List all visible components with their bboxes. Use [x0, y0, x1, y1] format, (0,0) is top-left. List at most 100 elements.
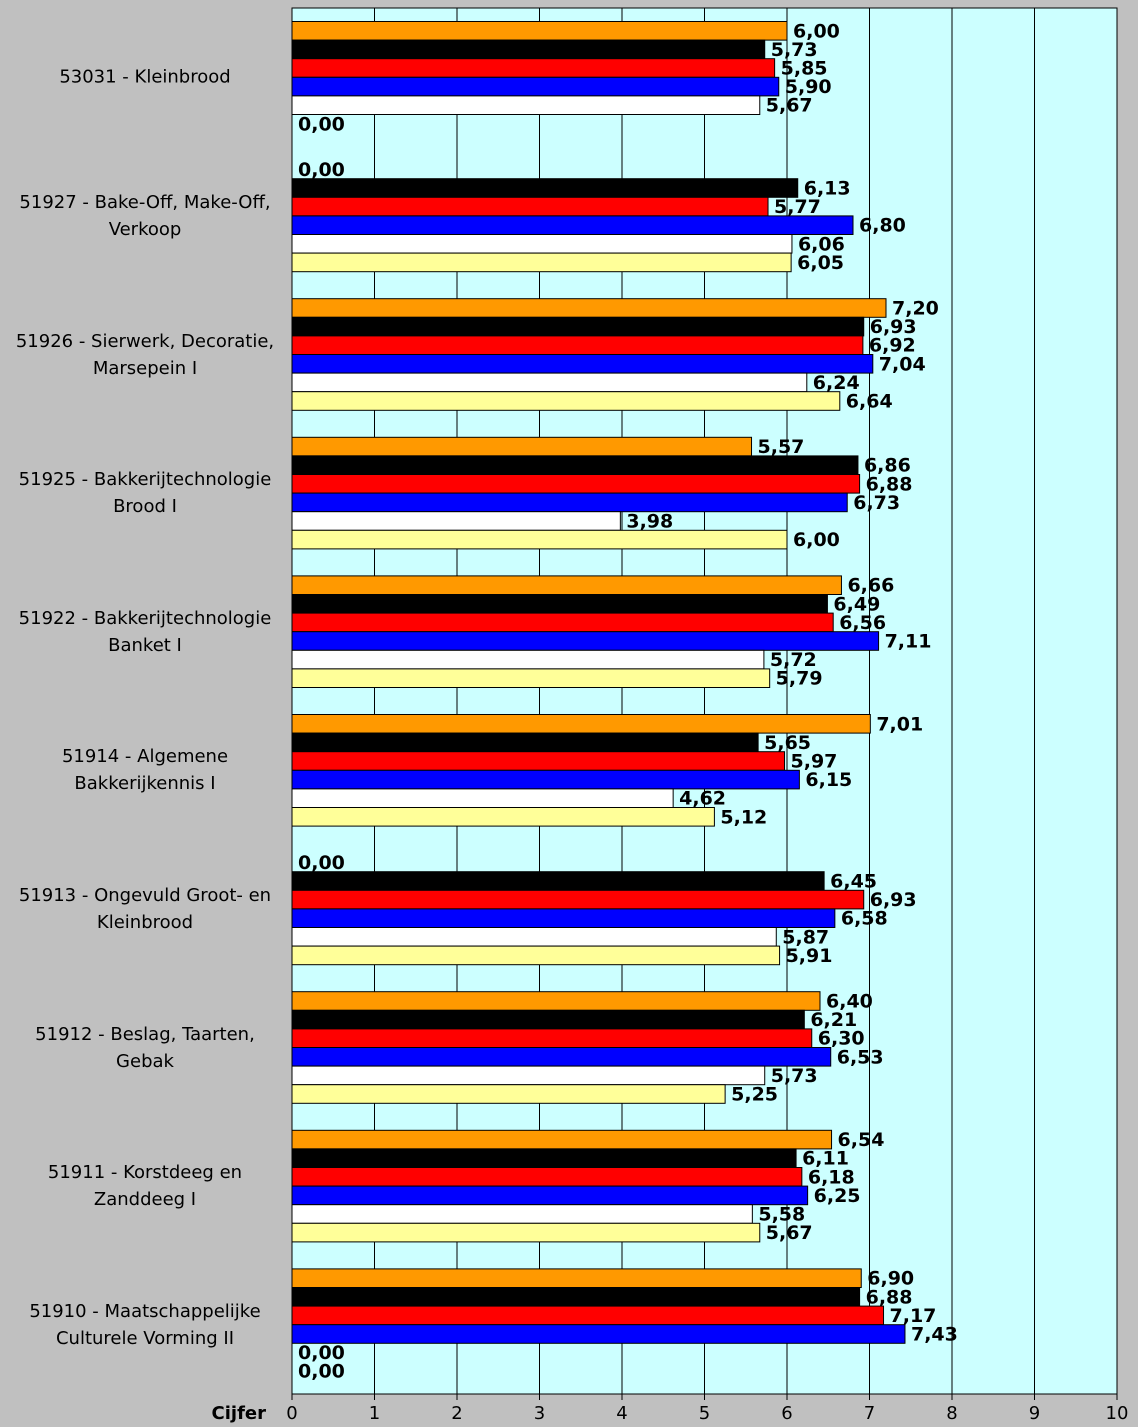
- bar: [291, 631, 880, 651]
- value-label: 6,45: [830, 871, 877, 893]
- category-label: 51925 - Bakkerijtechnologie Brood I: [18, 469, 272, 518]
- value-label: 6,64: [846, 391, 893, 413]
- bar: [291, 612, 834, 633]
- value-label: 5,87: [782, 926, 829, 948]
- value-label: 6,40: [826, 991, 873, 1013]
- value-label: 6,88: [866, 1286, 913, 1308]
- value-label: 5,67: [766, 1222, 813, 1244]
- bar: [291, 529, 788, 550]
- value-label: 0,00: [298, 1361, 345, 1383]
- value-label: 3,98: [626, 511, 673, 533]
- value-label: 6,18: [808, 1166, 855, 1188]
- value-label: 5,57: [758, 436, 805, 458]
- bar: [291, 215, 854, 235]
- value-label: 5,67: [766, 95, 813, 117]
- bar: [291, 1185, 809, 1206]
- value-label: 6,05: [797, 252, 844, 274]
- category-label: 51914 - Algemene Bakkerijkennis I: [61, 746, 229, 795]
- x-tick-label: 9: [1029, 1403, 1040, 1424]
- bar: [291, 298, 887, 318]
- bar: [291, 39, 766, 60]
- value-label: 6,30: [818, 1028, 865, 1050]
- bar: [291, 1129, 833, 1150]
- category-label: 51922 - Bakkerijtechnologie Banket I: [18, 607, 272, 656]
- bar: [291, 492, 848, 513]
- bar: [291, 196, 769, 217]
- bar: [291, 649, 765, 670]
- value-label: 6,54: [838, 1129, 885, 1151]
- bar: [291, 234, 793, 254]
- value-label: 6,73: [853, 492, 900, 514]
- bar: [291, 1204, 753, 1224]
- bar: [291, 1065, 766, 1086]
- category-label: 51926 - Sierwerk, Decoratie, Marsepein I: [15, 330, 275, 379]
- value-label: 5,25: [731, 1084, 778, 1106]
- value-label: 5,79: [776, 668, 823, 690]
- bar: [291, 95, 761, 116]
- value-label: 6,53: [837, 1046, 884, 1068]
- value-label: 6,13: [804, 178, 851, 200]
- bar: [291, 908, 836, 929]
- value-label: 5,65: [764, 732, 811, 754]
- bar: [291, 927, 777, 947]
- value-label: 6,88: [866, 473, 913, 495]
- category-label: 51927 - Bake-Off, Make-Off, Verkoop: [19, 191, 271, 240]
- value-label: 6,00: [793, 529, 840, 551]
- value-label: 6,24: [813, 372, 860, 394]
- bar: [291, 58, 776, 78]
- bar: [291, 594, 828, 614]
- value-label: 6,06: [798, 233, 845, 255]
- category-label: 51911 - Korstdeeg en Zanddeeg I: [47, 1162, 243, 1211]
- bar: [291, 372, 808, 393]
- value-label: 6,92: [869, 335, 916, 357]
- bar: [291, 178, 799, 198]
- bar: [291, 1148, 797, 1169]
- bar: [291, 732, 759, 753]
- value-label: 6,25: [814, 1185, 861, 1207]
- bar: [291, 1222, 761, 1243]
- value-label: 6,90: [867, 1268, 914, 1290]
- value-label: 7,11: [885, 631, 932, 653]
- bar: [291, 889, 865, 910]
- value-label: 5,91: [786, 945, 833, 967]
- bar: [291, 945, 781, 966]
- bar: [291, 1167, 803, 1187]
- x-tick-label: 2: [451, 1403, 462, 1424]
- value-label: 0,00: [298, 852, 345, 874]
- value-label: 7,17: [890, 1305, 937, 1327]
- bar: [291, 252, 792, 273]
- bar: [291, 21, 788, 41]
- category-label: 51913 - Ongevuld Groot- en Kleinbrood: [18, 884, 272, 933]
- bar: [291, 354, 874, 374]
- x-tick-label: 4: [616, 1403, 627, 1424]
- bar: [291, 788, 674, 809]
- value-label: 6,00: [793, 20, 840, 42]
- value-label: 5,73: [771, 1065, 818, 1087]
- bar: [291, 575, 842, 596]
- x-tick-label: 5: [699, 1403, 710, 1424]
- value-label: 5,90: [785, 76, 832, 98]
- bar: [291, 1324, 906, 1344]
- value-label: 0,00: [298, 1342, 345, 1364]
- x-tick-label: 0: [286, 1403, 297, 1424]
- value-label: 6,80: [859, 215, 906, 237]
- value-label: 4,62: [679, 788, 726, 810]
- value-label: 5,73: [771, 39, 818, 61]
- bar: [291, 511, 621, 531]
- value-label: 5,72: [770, 649, 817, 671]
- bar: [291, 769, 800, 790]
- bar: [291, 714, 871, 734]
- bar: [291, 76, 780, 97]
- value-label: 6,58: [841, 908, 888, 930]
- bar: [291, 1047, 832, 1067]
- bar: [291, 1084, 726, 1104]
- bar: [291, 455, 859, 475]
- bar: [291, 316, 865, 337]
- bar: [291, 474, 861, 494]
- value-label: 7,43: [911, 1324, 958, 1346]
- value-label: 5,58: [758, 1204, 805, 1226]
- category-label: 51912 - Beslag, Taarten, Gebak: [35, 1023, 255, 1072]
- value-label: 5,12: [720, 806, 767, 828]
